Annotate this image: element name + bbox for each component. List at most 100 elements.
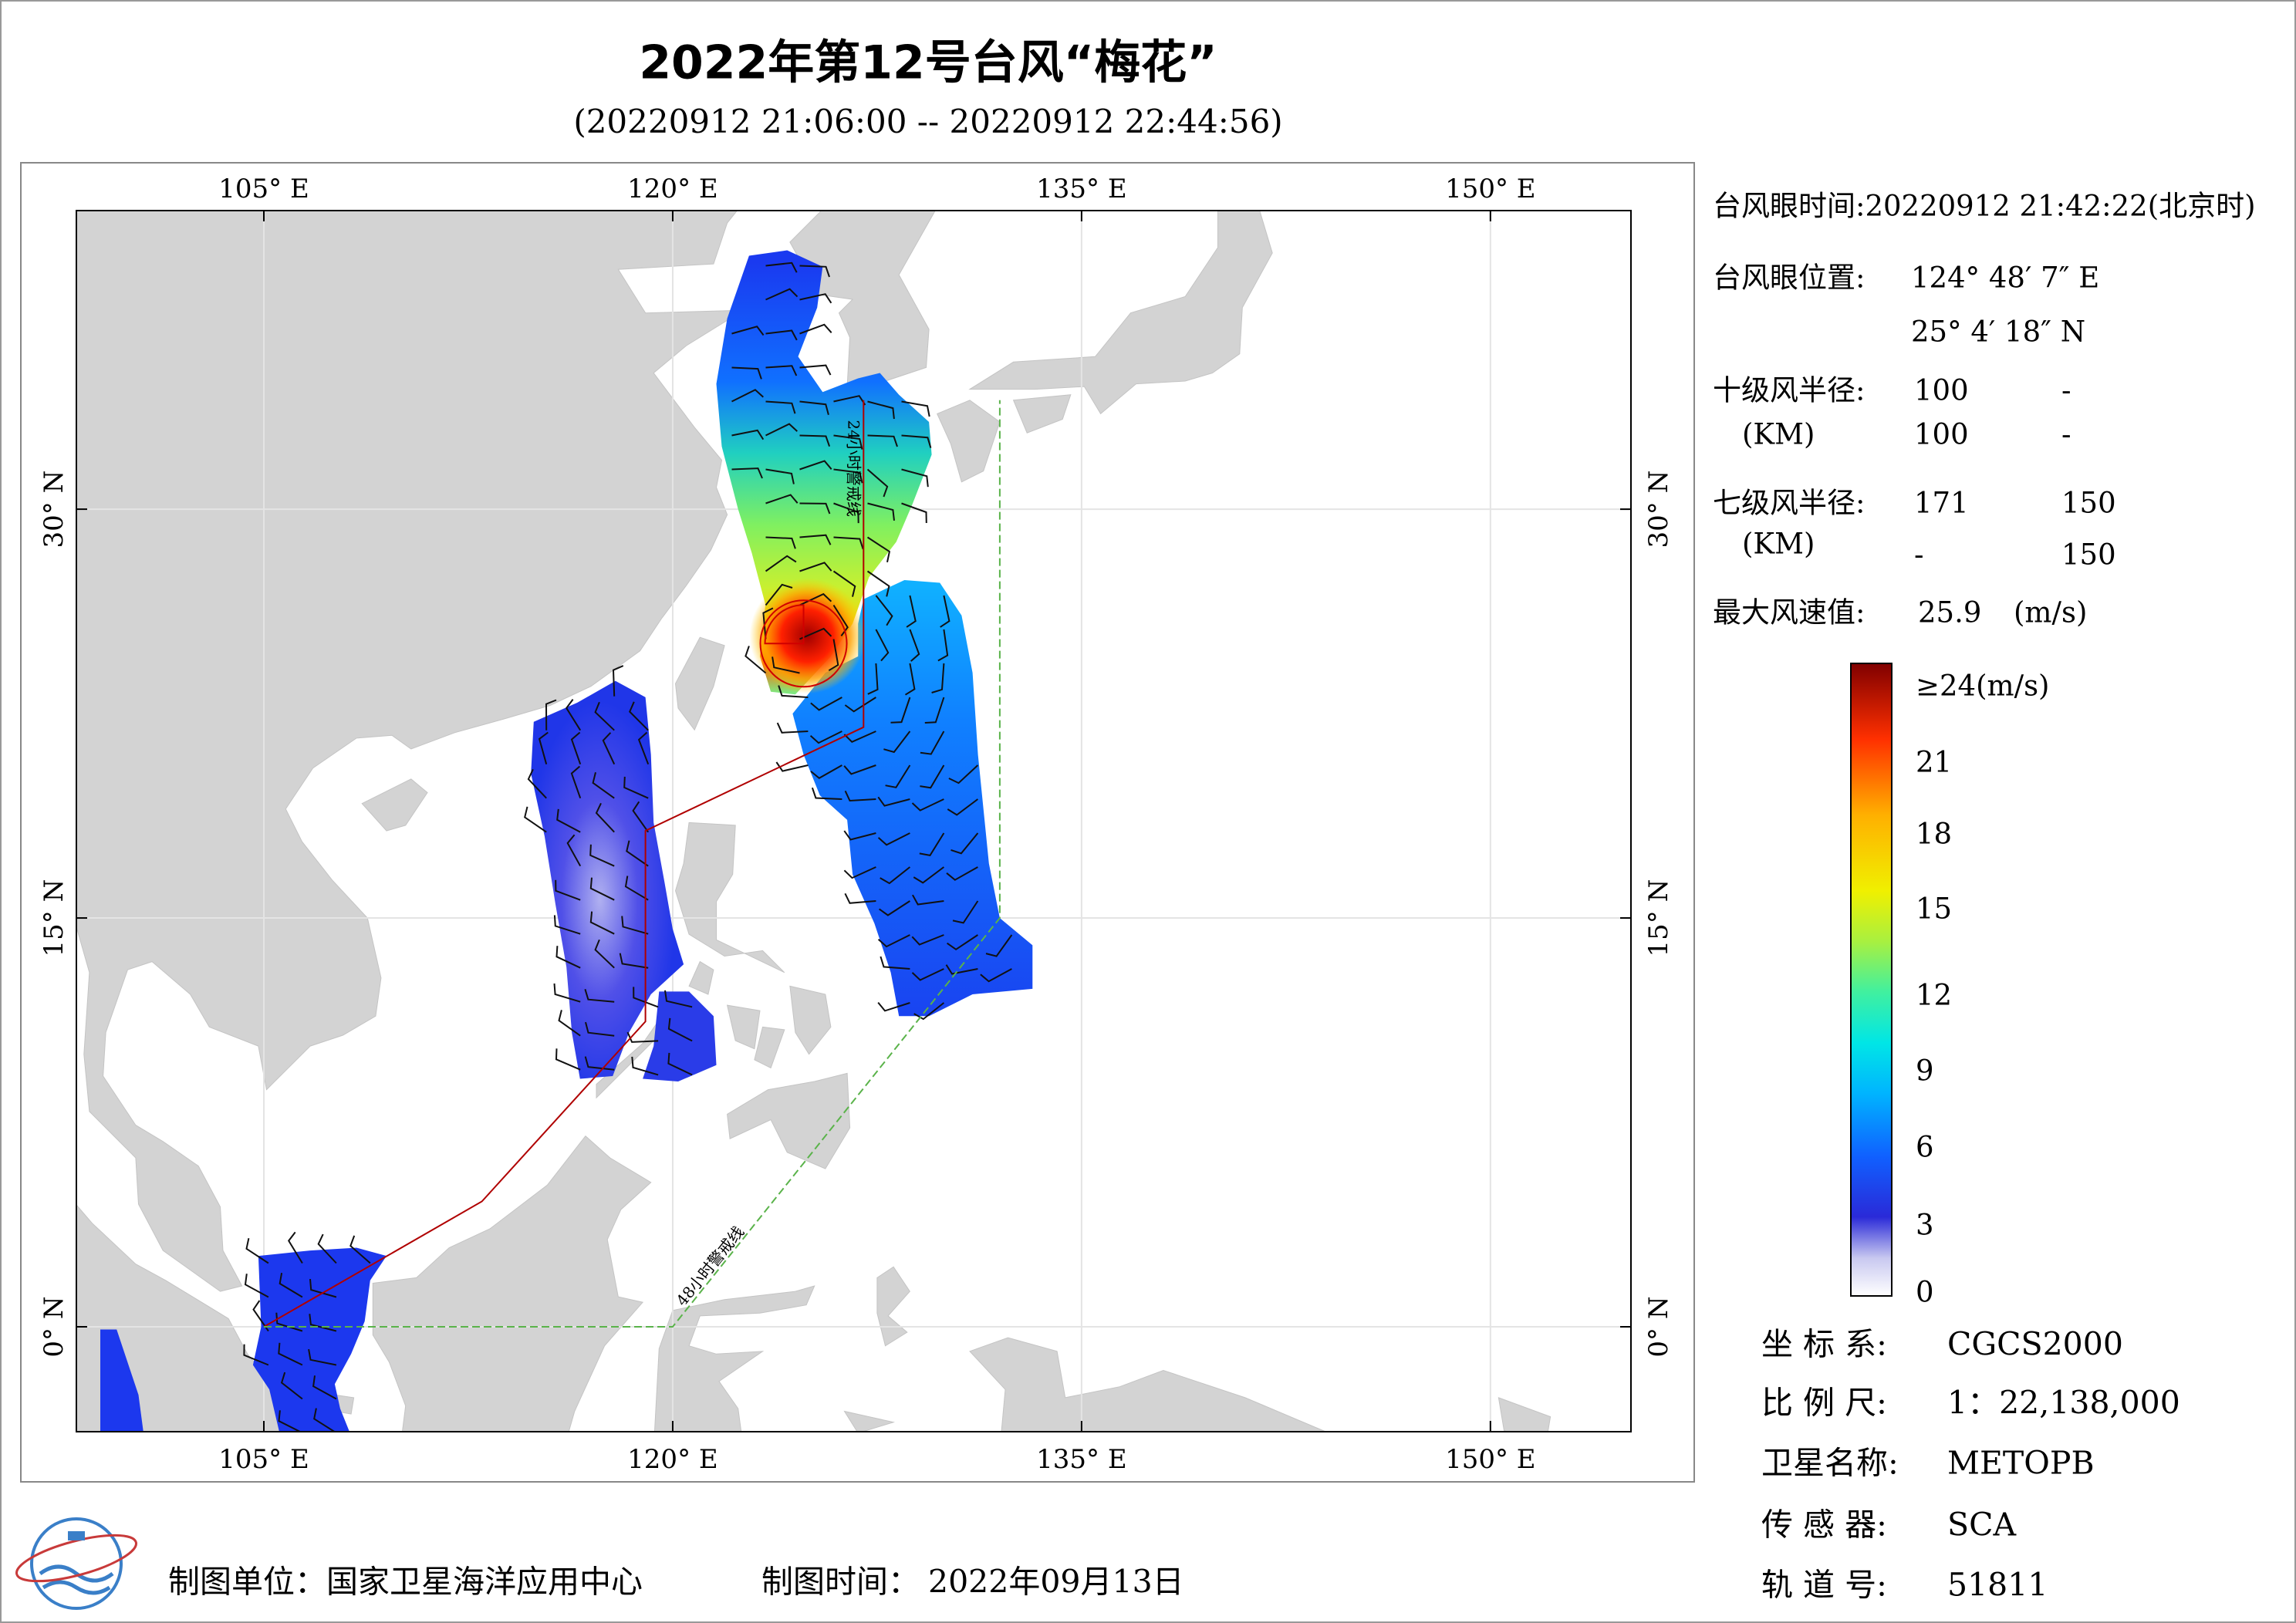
lon-label: 105° E xyxy=(218,1444,309,1475)
wind-barb xyxy=(920,764,945,789)
wind-barb xyxy=(832,570,856,597)
wind-barb xyxy=(931,663,945,693)
wind-barb xyxy=(775,761,809,772)
wind-swath xyxy=(792,580,1033,1017)
wind-barb xyxy=(556,808,581,833)
wind-barb xyxy=(632,801,650,833)
wind-barb xyxy=(317,1233,337,1264)
wind-barb xyxy=(602,732,616,765)
wind-barb xyxy=(952,900,979,924)
lon-label: 150° E xyxy=(1445,174,1536,204)
wind-barb xyxy=(524,806,547,833)
radius-value: - xyxy=(2061,374,2071,407)
wind-barb xyxy=(553,983,581,1003)
wind-barb xyxy=(913,866,944,884)
wind-barb xyxy=(279,1273,303,1298)
wind-barb xyxy=(312,1375,337,1400)
wind-barb xyxy=(924,697,945,724)
colorbar xyxy=(1850,663,1893,1297)
landmass xyxy=(1012,394,1072,434)
radius-value: 171 xyxy=(1914,487,1969,520)
eye-time: 台风眼时间:20220912 21:42:22(北京时) xyxy=(1713,190,2256,223)
wind-barb xyxy=(778,685,809,698)
wind-barb xyxy=(624,876,649,901)
radius-value: 100 xyxy=(1914,374,1969,407)
wind-swath xyxy=(643,991,717,1081)
max-wind-label: 最大风速值: xyxy=(1713,596,1865,629)
wind-barb xyxy=(765,365,798,376)
wind-barb xyxy=(866,536,891,563)
wind-barb xyxy=(633,987,659,1008)
wind-barb xyxy=(877,1001,910,1012)
wind-barb xyxy=(309,1279,337,1298)
wind-barb xyxy=(985,934,1013,957)
wind-barb xyxy=(904,663,916,696)
unit-km: (KM) xyxy=(1742,528,1815,561)
wind-barb xyxy=(911,934,944,946)
colorbar-labels: ≥24(m/s) 21 18 15 12 9 6 3 0 xyxy=(1916,670,2050,1309)
landmass xyxy=(937,400,1001,483)
wind-barb xyxy=(866,570,890,597)
wind-barb xyxy=(901,400,930,417)
wind-barb xyxy=(667,1052,693,1076)
footer-time: 2022年09月13日 xyxy=(928,1564,1184,1601)
lat-label: 30° N xyxy=(1643,471,1674,548)
wind-barb xyxy=(890,697,911,724)
wind-barb xyxy=(765,494,799,504)
wind-swath xyxy=(100,1329,144,1432)
logo xyxy=(15,1517,137,1610)
radius-value: 150 xyxy=(2061,538,2116,572)
wind-barb xyxy=(947,798,978,816)
wind-barb xyxy=(245,1237,269,1264)
wind-barb xyxy=(553,915,581,935)
wind-barb xyxy=(308,1348,337,1366)
wind-barb xyxy=(799,592,832,606)
wind-barb xyxy=(589,911,615,935)
eye-position-label: 台风眼位置: xyxy=(1713,262,1865,295)
wind-barb xyxy=(799,534,832,545)
map-ticks: 105° E 105° E 120° E 120° E 135° E 135° E 150°… xyxy=(39,174,1674,1475)
wind-barb xyxy=(765,423,798,437)
product-value: SCA xyxy=(1947,1507,2017,1544)
wind-barb xyxy=(844,790,876,802)
wind-barb xyxy=(765,536,796,549)
wind-barb xyxy=(589,877,615,901)
product-value: 1：22,138,000 xyxy=(1947,1385,2180,1422)
wind-barb xyxy=(566,834,582,867)
wind-barb xyxy=(947,934,978,951)
landmass xyxy=(653,1285,815,1432)
wind-barb xyxy=(877,796,910,807)
wind-barb xyxy=(844,697,876,713)
wind-barb xyxy=(799,400,829,415)
wind-barb xyxy=(545,699,557,731)
wind-barb xyxy=(867,400,895,420)
wind-barb xyxy=(765,288,799,301)
wind-barb xyxy=(833,468,863,484)
wind-barb xyxy=(867,663,879,695)
wind-barb xyxy=(980,968,1012,983)
product-label: 卫星名称: xyxy=(1761,1445,1899,1482)
wind-barb xyxy=(901,502,927,524)
wind-barb xyxy=(912,894,944,906)
product-label: 传 感 器: xyxy=(1761,1507,1887,1544)
wind-barb xyxy=(570,731,582,765)
wind-barb xyxy=(621,916,649,935)
wind-barb xyxy=(877,934,910,948)
wind-barb xyxy=(811,787,842,800)
wind-barb xyxy=(799,364,832,376)
landmass xyxy=(1497,1397,1551,1432)
product-value: 51811 xyxy=(1947,1567,2048,1604)
wind-radius-10 xyxy=(764,604,805,645)
wind-barb xyxy=(875,629,890,662)
wind-barb xyxy=(629,701,649,731)
colorbar-label: 0 xyxy=(1916,1276,1934,1309)
wind-barb xyxy=(558,1010,581,1037)
landmass xyxy=(372,1135,652,1432)
title: 2022年第12号台风“梅花” xyxy=(639,36,1217,90)
wind-barb xyxy=(940,595,950,628)
colorbar-label: 6 xyxy=(1916,1131,1934,1164)
wind-barb xyxy=(585,1021,615,1037)
wind-barb xyxy=(948,764,979,785)
wind-barb xyxy=(626,1031,659,1043)
wind-barb xyxy=(731,429,765,440)
